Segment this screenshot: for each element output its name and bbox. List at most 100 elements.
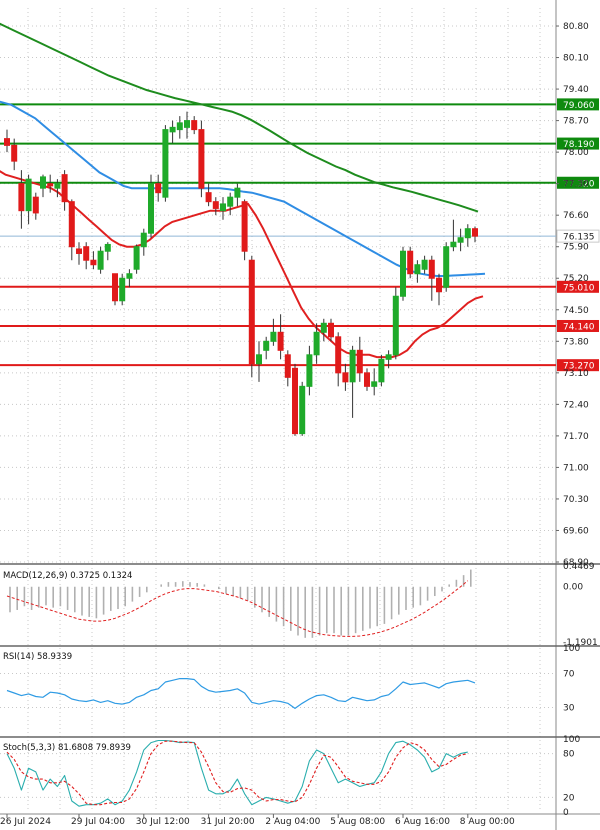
stoch-d-line xyxy=(6,740,468,806)
candle xyxy=(40,174,46,198)
rsi-tick-label: 100 xyxy=(563,644,580,654)
candle xyxy=(97,246,104,274)
stoch-label: Stoch(5,3,3) 81.6808 79.8939 xyxy=(3,743,131,753)
candle-body xyxy=(342,372,349,383)
candle xyxy=(32,192,39,220)
stoch-k-line xyxy=(6,739,468,807)
support-resistance-levels: 79.060 78.190 77.320 75.010 74.140 73.270 76.1… xyxy=(0,98,600,372)
candle xyxy=(234,183,241,207)
time-axis: 26 Jul 2024 29 Jul 04:00 30 Jul 12:00 31 Ju… xyxy=(0,814,515,827)
candle-body xyxy=(148,183,154,234)
candle xyxy=(11,138,18,171)
candle-body xyxy=(443,246,450,288)
candle-body xyxy=(47,183,54,187)
candle xyxy=(428,255,435,301)
macd-signal-line xyxy=(6,580,469,637)
stoch-tick-label: 100 xyxy=(563,735,580,745)
candle-body xyxy=(256,354,262,365)
candle-body xyxy=(133,246,140,270)
candle xyxy=(205,183,212,207)
rsi-line xyxy=(6,677,476,710)
support-level-tag xyxy=(557,359,599,372)
candle-body xyxy=(32,196,39,214)
candle xyxy=(277,314,284,360)
candle-body xyxy=(162,129,169,198)
candle-body xyxy=(248,259,255,365)
resistance-level-label: 79.060 xyxy=(563,101,595,111)
candle xyxy=(184,111,190,139)
macd-tick-label: 0.00 xyxy=(563,583,583,593)
candle-body xyxy=(234,187,241,198)
candle-body xyxy=(18,183,25,212)
resistance-level-label: 77.320 xyxy=(563,179,595,189)
time-tick-label: 8 Aug 00:00 xyxy=(460,817,515,827)
candle xyxy=(472,226,478,243)
candle xyxy=(313,323,320,364)
price-tick-label: 73.10 xyxy=(563,369,589,379)
candle xyxy=(464,224,471,247)
price-tick-label: 75.20 xyxy=(563,274,589,284)
candle xyxy=(320,318,327,342)
price-axis: 80.80 80.10 79.40 78.70 78.00 77.30 76.60 75.90… xyxy=(556,22,589,568)
stochastic-panel: 100 80 20 0 xyxy=(0,735,580,818)
candle-body xyxy=(4,138,10,146)
candle xyxy=(191,116,198,135)
candle-body xyxy=(220,203,226,212)
candle xyxy=(155,174,162,202)
price-tick-label: 70.30 xyxy=(563,495,589,505)
candle-body xyxy=(212,201,219,209)
candle xyxy=(126,269,133,288)
candle xyxy=(400,246,406,301)
candle xyxy=(47,174,54,193)
macd-tick-label: -1.1901 xyxy=(563,638,598,648)
candle-body xyxy=(155,183,162,194)
candle xyxy=(378,354,385,387)
candle-body xyxy=(68,201,75,248)
candle-body xyxy=(104,243,111,252)
candle-body xyxy=(356,349,363,374)
time-tick-label: 6 Aug 16:00 xyxy=(395,817,450,827)
support-level-label: 75.010 xyxy=(563,283,595,293)
candle-body xyxy=(277,331,284,351)
candle-body xyxy=(328,322,334,338)
candle-body xyxy=(371,381,378,387)
support-level-label: 73.270 xyxy=(563,362,595,372)
candle xyxy=(68,199,75,261)
candle-body xyxy=(421,259,428,270)
price-tick-label: 69.60 xyxy=(563,526,589,536)
candle xyxy=(83,242,90,270)
support-level-label: 74.140 xyxy=(563,322,595,332)
current-price-label: 76.135 xyxy=(563,233,595,243)
candle-body xyxy=(40,176,46,189)
price-tick-label: 74.50 xyxy=(563,306,589,316)
candle-body xyxy=(414,264,421,275)
candle xyxy=(364,368,370,391)
candle xyxy=(241,199,248,261)
candle xyxy=(443,242,450,292)
candle xyxy=(54,179,61,198)
price-tick-label: 68.90 xyxy=(563,558,589,568)
time-tick-label: 31 Jul 20:00 xyxy=(201,817,255,827)
candle xyxy=(4,129,10,153)
candle-body xyxy=(335,336,342,374)
candle xyxy=(414,260,421,283)
price-tick-label: 76.60 xyxy=(563,211,589,221)
candle-body xyxy=(464,228,471,239)
candle-body xyxy=(292,367,298,435)
price-tick-label: 80.80 xyxy=(563,22,589,32)
time-tick-label: 2 Aug 04:00 xyxy=(265,817,320,827)
candle-body xyxy=(428,259,435,279)
candle xyxy=(212,197,219,216)
candle xyxy=(76,242,82,265)
candle xyxy=(407,246,414,279)
candle-body xyxy=(313,331,320,356)
rsi-tick-label: 30 xyxy=(563,704,575,714)
candle-body xyxy=(140,232,147,248)
resistance-level-tag xyxy=(557,176,599,189)
rsi-label: RSI(14) 58.9339 xyxy=(3,652,72,662)
candle xyxy=(169,120,176,144)
candle xyxy=(248,255,255,378)
candle-body xyxy=(241,201,248,252)
candle-body xyxy=(97,250,104,270)
